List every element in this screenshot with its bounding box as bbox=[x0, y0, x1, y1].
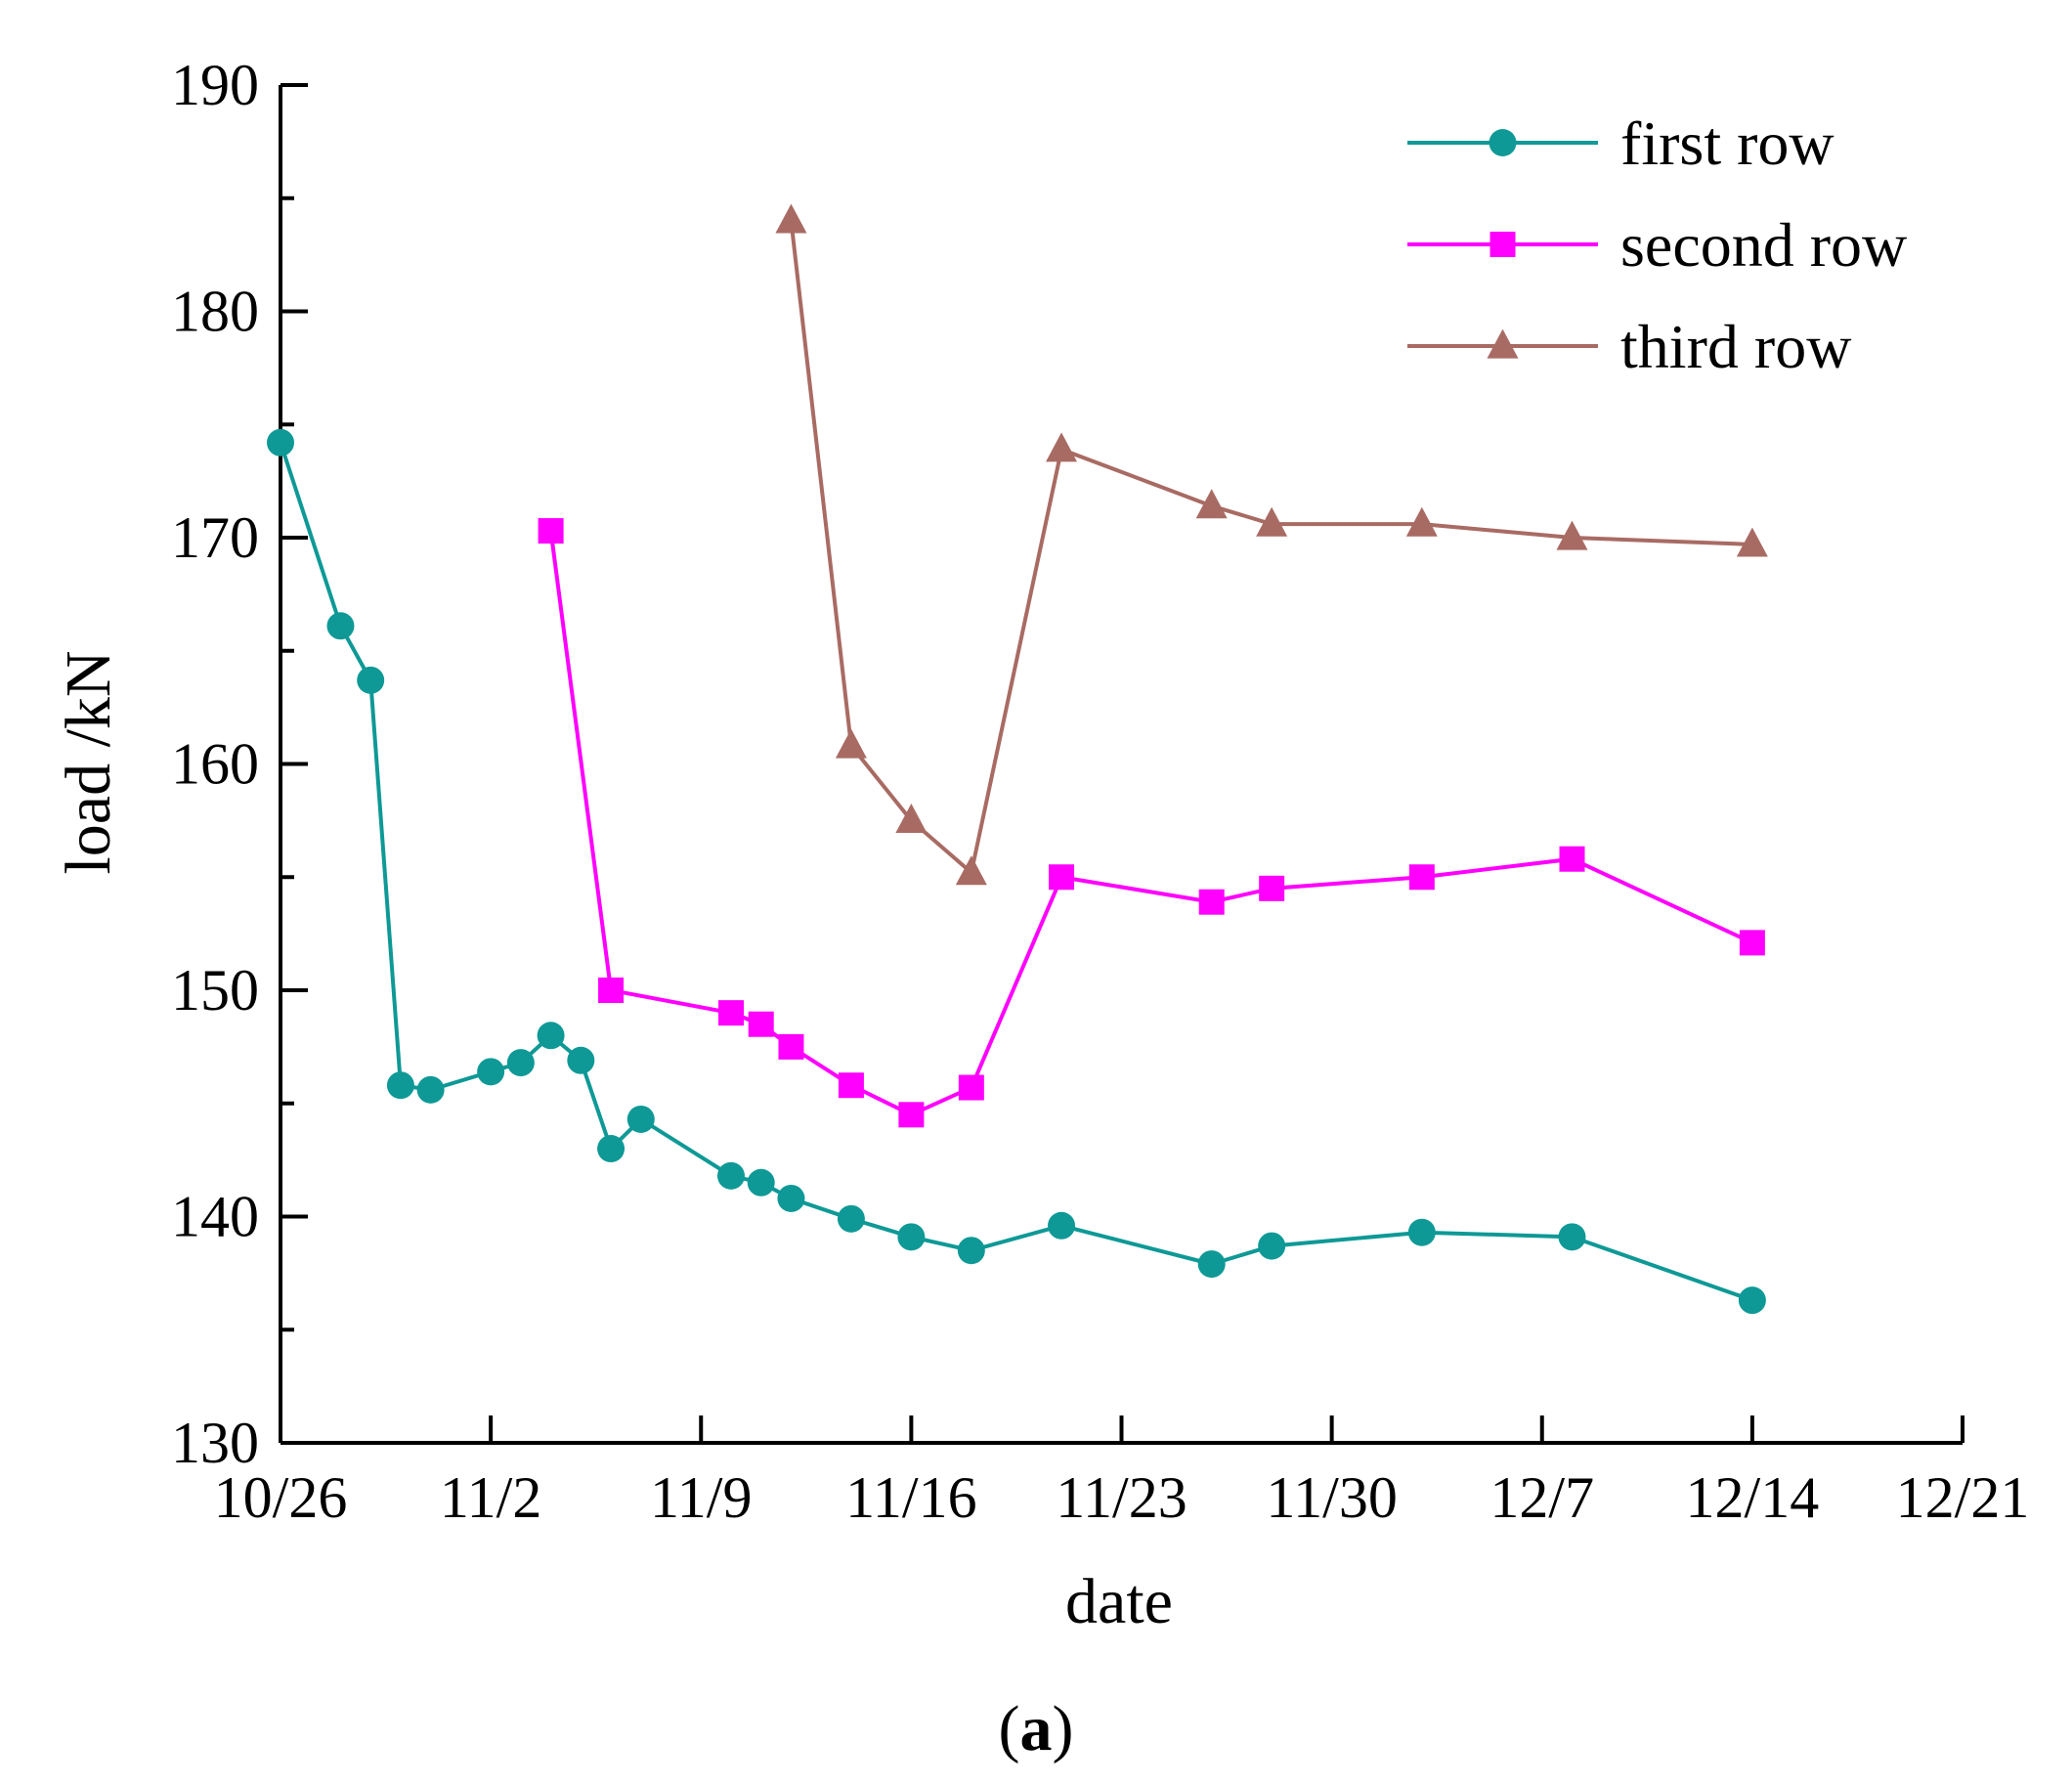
x-tick-label: 10/26 bbox=[214, 1465, 348, 1530]
series-line bbox=[548, 530, 1753, 1117]
legend-marker bbox=[1489, 232, 1516, 257]
caption-letter: a bbox=[1020, 1693, 1053, 1764]
data-point bbox=[835, 728, 867, 759]
data-point bbox=[955, 855, 987, 886]
legend-item: second row bbox=[1407, 210, 1907, 280]
y-tick-label: 130 bbox=[171, 1411, 259, 1475]
data-point bbox=[1198, 889, 1225, 915]
data-point bbox=[1195, 489, 1228, 519]
data-point bbox=[1736, 527, 1768, 557]
x-tick-label: 11/23 bbox=[1056, 1465, 1187, 1530]
x-tick-label: 11/30 bbox=[1266, 1465, 1397, 1530]
data-point bbox=[1256, 506, 1288, 537]
caption-close-paren: ) bbox=[1053, 1693, 1074, 1764]
data-point bbox=[1738, 1286, 1766, 1315]
y-tick-label: 140 bbox=[171, 1185, 259, 1249]
y-tick-label: 160 bbox=[171, 732, 259, 797]
data-point bbox=[838, 1072, 864, 1099]
data-point bbox=[717, 1000, 744, 1026]
series-line bbox=[789, 220, 1752, 877]
data-point bbox=[747, 1168, 775, 1197]
data-point bbox=[626, 1105, 655, 1133]
y-tick-label: 150 bbox=[171, 958, 259, 1023]
data-point bbox=[1559, 846, 1585, 872]
data-point bbox=[895, 804, 928, 833]
figure-caption: (a) bbox=[999, 1693, 1074, 1764]
legend: first row second row third row bbox=[1407, 109, 1907, 381]
data-point bbox=[537, 1022, 565, 1050]
x-tick-label: 11/9 bbox=[650, 1465, 752, 1530]
y-tick-label: 180 bbox=[171, 280, 259, 344]
data-point bbox=[538, 518, 564, 544]
data-point bbox=[506, 1049, 535, 1077]
data-point bbox=[957, 1237, 985, 1265]
series-layer bbox=[267, 203, 1768, 1315]
data-point bbox=[1558, 1223, 1586, 1251]
data-point bbox=[778, 1033, 804, 1060]
data-point bbox=[416, 1075, 445, 1104]
x-tick-label: 12/14 bbox=[1686, 1465, 1820, 1530]
legend-marker bbox=[1487, 328, 1519, 359]
legend-label: third row bbox=[1620, 312, 1851, 381]
data-point bbox=[958, 1074, 984, 1101]
x-axis-title: date bbox=[1065, 1566, 1173, 1637]
data-point bbox=[1048, 1211, 1076, 1240]
data-point bbox=[477, 1058, 505, 1086]
data-point bbox=[1405, 506, 1438, 537]
x-tick-label: 12/21 bbox=[1896, 1465, 2030, 1530]
data-point bbox=[748, 1011, 774, 1037]
data-point bbox=[357, 666, 385, 694]
data-point bbox=[775, 203, 807, 234]
data-point bbox=[1739, 930, 1765, 956]
data-point bbox=[1049, 864, 1075, 891]
series-first-row bbox=[267, 428, 1766, 1315]
x-tick-label: 11/16 bbox=[845, 1465, 976, 1530]
data-point bbox=[1259, 875, 1285, 901]
x-tick-label: 12/7 bbox=[1489, 1465, 1594, 1530]
legend-item: first row bbox=[1407, 109, 1835, 178]
data-point bbox=[326, 612, 355, 640]
caption-open-paren: ( bbox=[999, 1693, 1020, 1764]
legend-label: second row bbox=[1620, 210, 1907, 280]
legend-label: first row bbox=[1620, 109, 1835, 178]
data-point bbox=[267, 428, 294, 457]
data-point bbox=[597, 1135, 626, 1163]
data-point bbox=[386, 1071, 414, 1100]
data-point bbox=[1408, 864, 1435, 891]
data-point bbox=[1556, 520, 1588, 550]
y-tick-label: 190 bbox=[171, 53, 259, 117]
data-point bbox=[598, 978, 625, 1003]
data-point bbox=[1407, 1218, 1436, 1246]
series-line bbox=[279, 442, 1753, 1303]
data-point bbox=[898, 1102, 925, 1128]
legend-item: third row bbox=[1407, 312, 1851, 381]
series-second-row bbox=[538, 518, 1765, 1128]
data-point bbox=[716, 1161, 745, 1190]
data-point bbox=[1258, 1232, 1286, 1260]
data-point bbox=[837, 1204, 865, 1233]
y-tick-label: 170 bbox=[171, 505, 259, 570]
legend-marker bbox=[1489, 129, 1517, 156]
axes-layer: 130 140 150 160 170 180 190 10/26 11/2 11/9 11/16 1… bbox=[171, 53, 2029, 1530]
data-point bbox=[567, 1046, 595, 1074]
series-third-row bbox=[775, 203, 1768, 886]
data-point bbox=[1197, 1250, 1226, 1279]
data-point bbox=[777, 1184, 805, 1212]
x-tick-label: 11/2 bbox=[440, 1465, 541, 1530]
y-axis-title: load /kN bbox=[53, 650, 124, 874]
data-point bbox=[1046, 432, 1078, 462]
data-point bbox=[897, 1223, 926, 1251]
